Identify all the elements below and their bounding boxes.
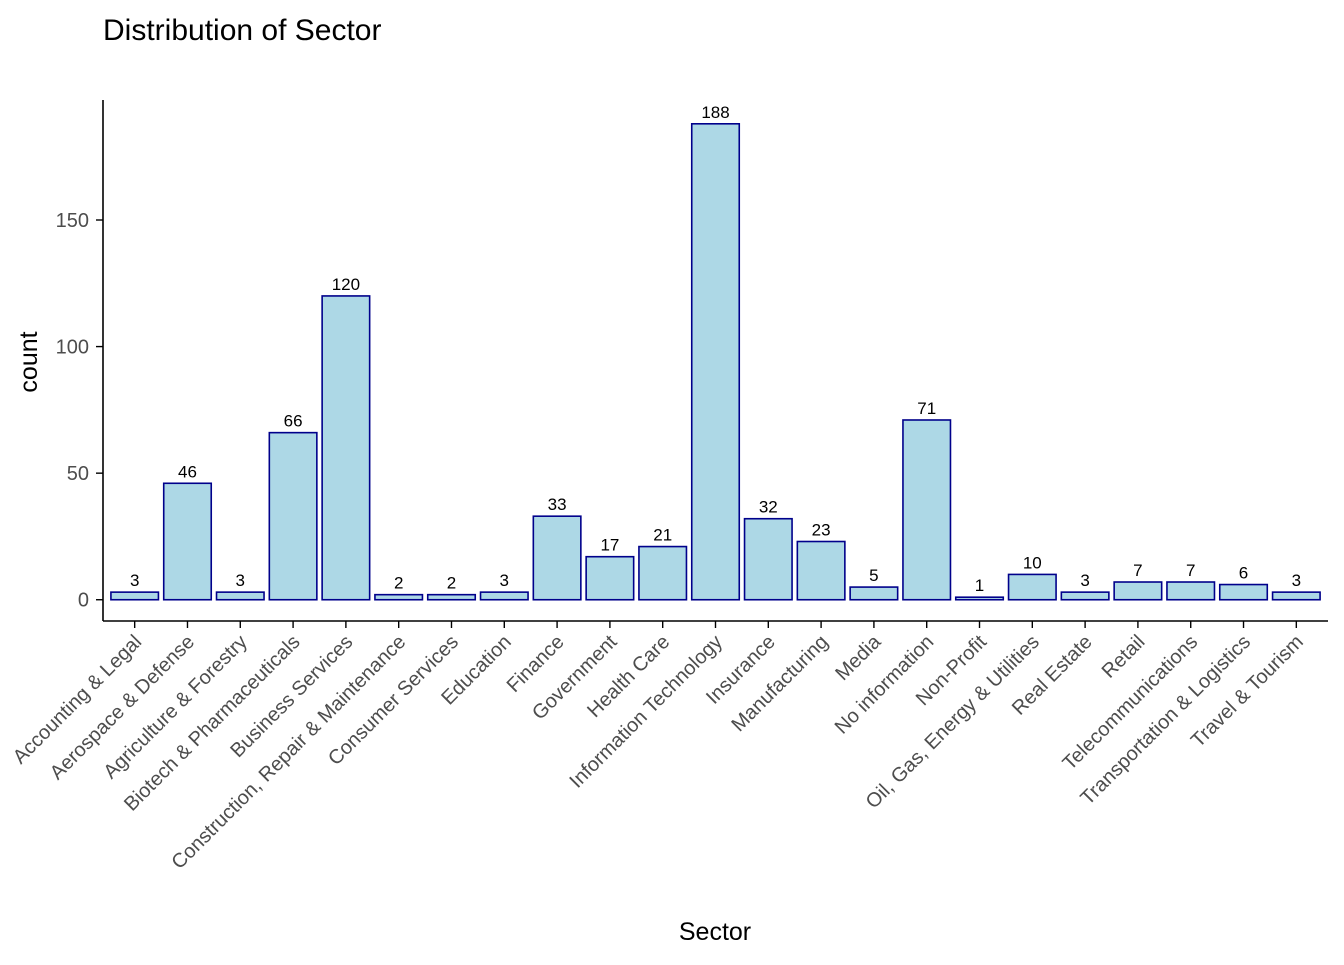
data-label: 120	[332, 275, 360, 294]
bar	[162, 482, 213, 601]
bars-layer	[110, 123, 1321, 601]
bar	[585, 555, 635, 601]
bar	[1060, 591, 1110, 601]
data-label: 33	[548, 495, 567, 514]
data-label: 3	[130, 571, 139, 590]
data-label: 21	[653, 526, 672, 545]
data-label: 3	[500, 571, 509, 590]
x-tick-label: Manufacturing	[727, 631, 832, 736]
bar	[690, 123, 741, 601]
x-axis-title: Sector	[679, 918, 751, 946]
data-label: 7	[1133, 561, 1142, 580]
data-label: 3	[1080, 571, 1089, 590]
data-label: 66	[284, 412, 303, 431]
y-tick-label: 0	[78, 590, 89, 612]
data-label: 3	[236, 571, 245, 590]
y-axis: 0 50 100 150	[56, 100, 104, 621]
data-label: 7	[1186, 561, 1195, 580]
bar	[374, 593, 424, 601]
bar	[1166, 581, 1216, 601]
data-label: 1	[975, 576, 984, 595]
data-label: 10	[1023, 553, 1042, 572]
data-label: 5	[869, 566, 878, 585]
data-label: 2	[394, 574, 403, 593]
data-label: 2	[447, 574, 456, 593]
bar	[902, 419, 952, 601]
data-label: 23	[812, 521, 831, 540]
bar	[1007, 573, 1057, 601]
data-label: 6	[1239, 564, 1248, 583]
y-axis-title: count	[15, 331, 43, 392]
bar	[479, 591, 529, 601]
chart-title: Distribution of Sector	[103, 14, 381, 47]
data-label: 3	[1292, 571, 1301, 590]
bar	[1218, 583, 1269, 601]
data-label: 32	[759, 498, 778, 517]
data-label: 17	[600, 536, 619, 555]
bar	[1271, 591, 1321, 601]
bar	[532, 515, 582, 601]
bar	[743, 517, 793, 601]
bar	[268, 431, 318, 601]
bar	[954, 596, 1005, 601]
data-label: 188	[701, 103, 729, 122]
bar	[110, 591, 160, 601]
bar	[1113, 581, 1163, 601]
y-tick-label: 150	[56, 210, 89, 232]
bar	[638, 545, 688, 601]
bar	[796, 540, 846, 601]
bar	[215, 591, 265, 601]
y-tick-label: 100	[56, 337, 89, 359]
bar	[426, 593, 477, 601]
bar	[321, 295, 371, 601]
data-label: 71	[917, 399, 936, 418]
bar	[849, 586, 899, 601]
data-label: 46	[178, 462, 197, 481]
y-tick-label: 50	[67, 463, 89, 485]
